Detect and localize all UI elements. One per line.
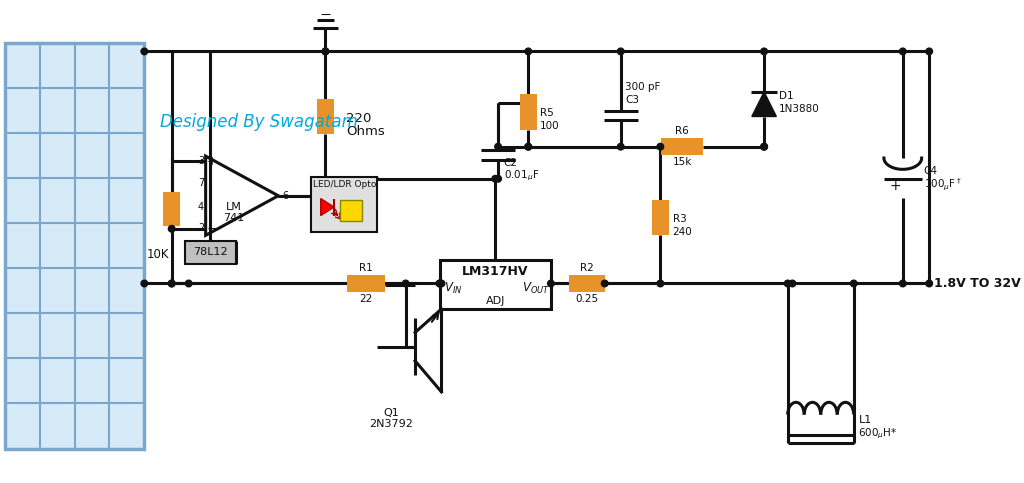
Circle shape	[185, 280, 191, 287]
Text: 7: 7	[198, 178, 204, 187]
Text: Q1: Q1	[384, 408, 399, 418]
Text: −: −	[207, 222, 218, 236]
Text: +: +	[890, 179, 901, 193]
Polygon shape	[321, 199, 334, 215]
Text: Ohms: Ohms	[346, 125, 385, 138]
Bar	[340, 200, 362, 221]
Circle shape	[761, 143, 767, 150]
Circle shape	[141, 280, 147, 287]
Text: $V_{IN}$: $V_{IN}$	[443, 281, 462, 296]
Bar	[163, 192, 180, 226]
Text: 78L12: 78L12	[194, 247, 227, 257]
Circle shape	[784, 280, 791, 287]
Circle shape	[617, 48, 624, 55]
Circle shape	[899, 280, 906, 287]
Text: 15k: 15k	[673, 157, 692, 167]
Bar	[317, 99, 334, 134]
Text: 600$_\mu$H*: 600$_\mu$H*	[858, 426, 898, 440]
Circle shape	[899, 48, 906, 55]
Circle shape	[601, 280, 608, 287]
Text: R1: R1	[359, 263, 373, 273]
Text: D1: D1	[779, 91, 794, 101]
Text: Designed By Swagatam: Designed By Swagatam	[161, 113, 358, 131]
Circle shape	[790, 280, 796, 287]
Text: LM317HV: LM317HV	[462, 265, 528, 278]
Text: 741: 741	[223, 213, 245, 224]
Circle shape	[492, 175, 499, 182]
Circle shape	[926, 280, 933, 287]
Circle shape	[761, 143, 767, 150]
Text: 1.8V TO 32V: 1.8V TO 32V	[934, 277, 1021, 290]
Text: 240: 240	[673, 227, 692, 237]
Text: C2: C2	[504, 158, 518, 168]
Circle shape	[525, 48, 531, 55]
Text: ADJ: ADJ	[485, 297, 505, 306]
Circle shape	[495, 143, 502, 150]
Bar	[652, 199, 669, 235]
Circle shape	[525, 143, 531, 150]
Text: 0.25: 0.25	[575, 294, 598, 304]
Circle shape	[495, 175, 502, 182]
Circle shape	[926, 48, 933, 55]
Text: C3: C3	[626, 95, 639, 104]
Circle shape	[525, 143, 531, 150]
Text: R3: R3	[673, 214, 686, 224]
Text: $V_{OUT}$: $V_{OUT}$	[522, 281, 550, 296]
Circle shape	[436, 280, 443, 287]
Text: LM: LM	[226, 202, 242, 212]
Circle shape	[402, 280, 409, 287]
Circle shape	[168, 280, 175, 287]
Text: 3: 3	[198, 156, 204, 166]
Circle shape	[168, 226, 175, 232]
Bar	[311, 177, 377, 231]
Text: R2: R2	[580, 263, 594, 273]
Circle shape	[657, 280, 664, 287]
Circle shape	[438, 280, 444, 287]
Text: C4: C4	[924, 166, 938, 176]
Text: LED/LDR Opto: LED/LDR Opto	[312, 180, 376, 189]
Circle shape	[761, 48, 767, 55]
Text: 6: 6	[282, 191, 288, 201]
Text: 2N3792: 2N3792	[370, 419, 414, 429]
Bar	[5, 43, 144, 449]
Circle shape	[657, 143, 664, 150]
Circle shape	[141, 48, 147, 55]
Circle shape	[168, 280, 175, 287]
Text: 10K: 10K	[146, 248, 169, 261]
Text: R5: R5	[540, 108, 553, 118]
Text: 0.01$_\mu$F: 0.01$_\mu$F	[504, 169, 540, 183]
Text: 300 pF: 300 pF	[626, 82, 660, 92]
Circle shape	[436, 280, 443, 287]
Text: L1: L1	[858, 415, 871, 425]
Text: 1N3880: 1N3880	[779, 104, 820, 114]
Bar	[347, 275, 385, 292]
Circle shape	[850, 280, 857, 287]
Bar	[520, 94, 537, 130]
Text: 4: 4	[198, 202, 204, 212]
Bar	[185, 241, 236, 264]
Circle shape	[548, 280, 554, 287]
Text: 220: 220	[346, 112, 372, 125]
Text: 100: 100	[540, 121, 559, 131]
Text: 2: 2	[198, 223, 204, 233]
Bar	[662, 138, 702, 155]
Text: R6: R6	[675, 127, 689, 136]
Polygon shape	[752, 92, 776, 116]
Text: +: +	[207, 156, 217, 168]
Circle shape	[323, 48, 329, 55]
Circle shape	[617, 143, 624, 150]
Text: 100$_\mu$F$^\dagger$: 100$_\mu$F$^\dagger$	[924, 176, 962, 193]
Text: 22: 22	[359, 294, 373, 304]
Bar	[569, 275, 605, 292]
Circle shape	[323, 48, 329, 55]
Bar	[439, 260, 551, 309]
